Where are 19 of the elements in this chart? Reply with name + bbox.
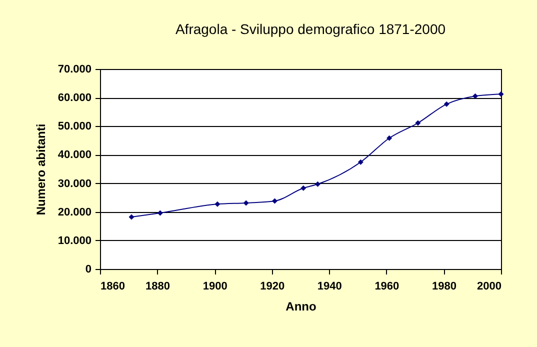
x-tick-label: 1860 [100,280,125,292]
x-tick-label: 1940 [317,280,342,292]
y-axis-title: Numero abitanti [34,124,48,216]
y-tick-label: 40.000 [58,149,92,162]
x-axis-title: Anno [286,300,316,314]
y-tick-label: 20.000 [58,206,92,218]
y-tick-label: 10.000 [58,234,92,247]
x-tick-label: 1920 [260,280,285,292]
y-tick-label: 70.000 [58,64,92,76]
y-tick-label: 60.000 [58,92,92,104]
x-tick-label: 1900 [202,280,228,292]
x-tick-label: 2000 [477,280,502,292]
x-tick-label: 1880 [146,280,170,292]
x-tick-label: 1960 [374,280,400,292]
y-tick-label: 0 [85,264,92,276]
y-tick-label: 30.000 [58,178,92,190]
chart-title: Afragola - Sviluppo demografico 1871-2000 [175,21,446,37]
x-tick-label: 1980 [432,280,456,292]
y-tick-label: 50.000 [58,120,92,133]
